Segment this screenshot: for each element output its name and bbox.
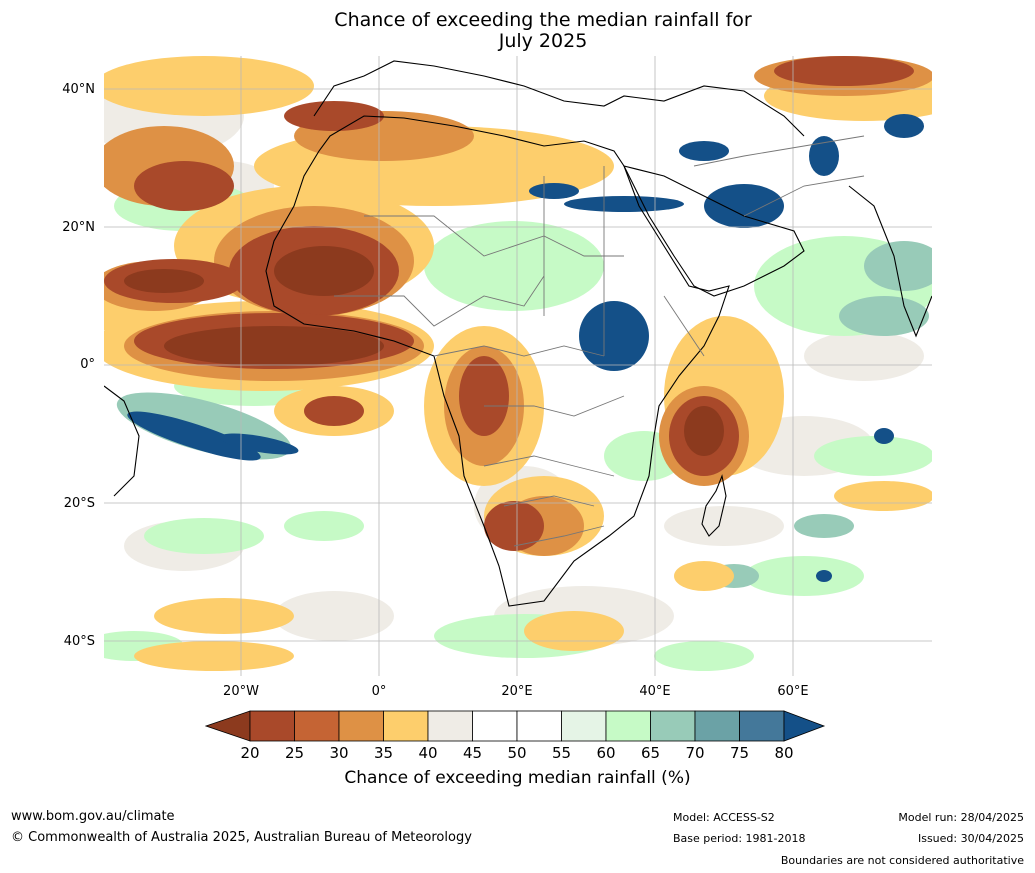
colorbar-extend-low [205,710,251,742]
colorbar-tick-label: 50 [507,744,527,762]
arabia-coastline [622,165,805,297]
colorbar-tick-label: 40 [418,744,438,762]
base-period: Base period: 1981-2018 [673,832,806,845]
colorbar-swatch [249,710,295,742]
colorbar-title: Chance of exceeding median rainfall (%) [344,768,691,788]
issued-date: Issued: 30/04/2025 [917,832,1024,845]
colorbar-swatch [605,710,651,742]
colorbar-tick-label: 30 [329,744,349,762]
colorbar-tick-label: 25 [284,744,305,762]
driest-areas [124,246,724,456]
lat-label-20s: 20°S [63,496,95,511]
colorbar-tick-label: 75 [729,744,750,762]
colorbar-tick-label: 80 [774,744,794,762]
colorbar-swatch [338,710,384,742]
lon-label-20w: 20°W [223,684,259,699]
coastlines [104,60,932,607]
colorbar-swatch [516,710,562,742]
madagascar-coastline [701,474,727,537]
model-name: Model: ACCESS-S2 [673,811,775,824]
colorbar-swatch [739,710,785,742]
lat-label-40s: 40°S [63,634,95,649]
lat-label-equator: 0° [80,357,95,372]
lon-label-0: 0° [371,684,387,699]
map-title: Chance of exceeding the median rainfall … [0,10,1035,52]
colorbar-swatch [383,710,429,742]
india-coastline [848,185,932,338]
colorbar-swatch [472,710,518,742]
website-link[interactable]: www.bom.gov.au/climate [11,809,175,824]
colorbar-tick-label: 45 [462,744,483,762]
title-line-1: Chance of exceeding the median rainfall … [334,9,752,31]
rainfall-probability-map [104,56,932,676]
lon-label-20e: 20°E [501,684,533,699]
africa-coastline [265,115,730,607]
country-borders [334,135,865,547]
above-median-blue-areas [127,114,924,582]
colorbar [205,710,826,742]
copyright-text: © Commonwealth of Australia 2025, Austra… [11,830,472,845]
colorbar-tick-label: 20 [240,744,260,762]
colorbar-tick-label: 60 [596,744,616,762]
colorbar-tick-label: 35 [373,744,394,762]
model-run-date: Model run: 28/04/2025 [898,811,1024,824]
colorbar-extend-high [783,710,826,742]
lat-label-20n: 20°N [62,220,95,235]
lat-label-40n: 40°N [62,82,95,97]
colorbar-swatch [694,710,740,742]
lon-label-60e: 60°E [777,684,809,699]
boundaries-disclaimer: Boundaries are not considered authoritat… [780,854,1024,867]
colorbar-tick-label: 70 [685,744,705,762]
colorbar-swatch [294,710,340,742]
lon-label-40e: 40°E [639,684,671,699]
colorbar-swatch [650,710,696,742]
colorbar-tick-label: 55 [551,744,572,762]
europe-coastline [313,60,805,137]
colorbar-tick-label: 65 [640,744,661,762]
colorbar-swatch [561,710,607,742]
south-america-coastline [104,385,140,497]
colorbar-swatch [427,710,473,742]
title-line-2: July 2025 [498,30,588,52]
